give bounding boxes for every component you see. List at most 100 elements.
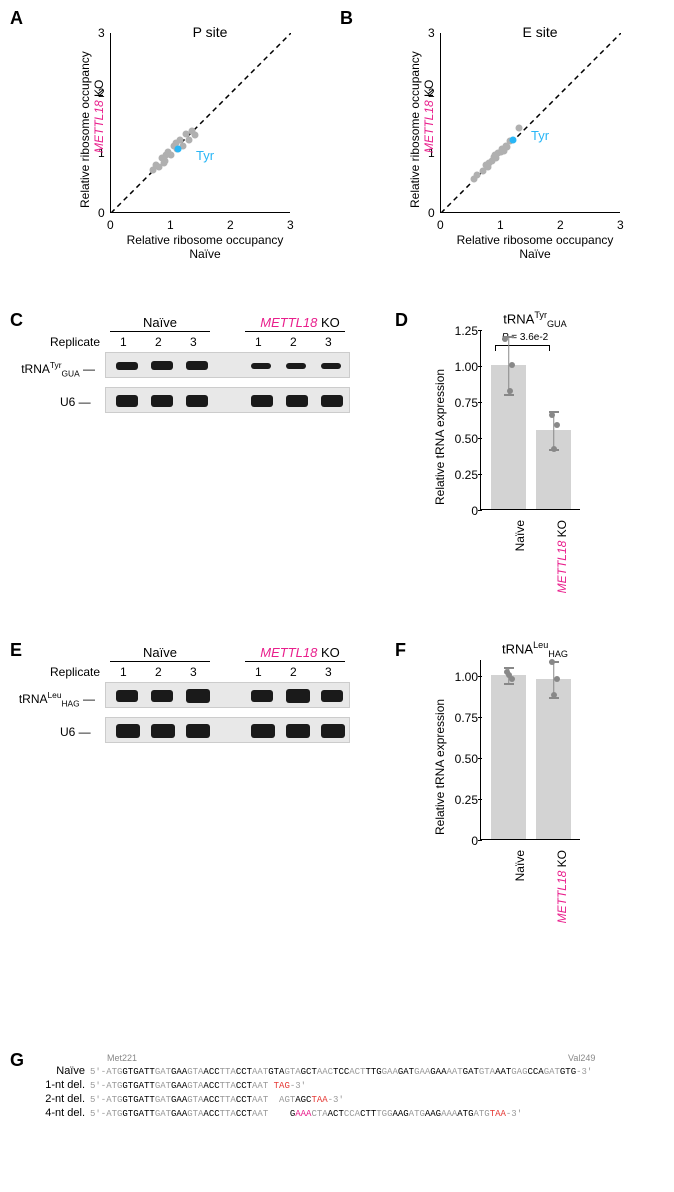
blot-strip — [105, 387, 350, 413]
blot-band — [251, 395, 273, 407]
panel-e-row1-label: tRNALeuHAG — — [10, 690, 95, 708]
panel-e-line2 — [245, 661, 345, 662]
rep-num: 2 — [155, 335, 162, 349]
x-tick: 0 — [437, 218, 444, 232]
x-tick: 1 — [167, 218, 174, 232]
panel-c-label: C — [10, 310, 23, 331]
x-tick: 1 — [497, 218, 504, 232]
bar-dot — [554, 676, 560, 682]
panel-c-line1 — [110, 331, 210, 332]
seq-marker-left: Met221 — [107, 1053, 137, 1063]
bar-dot — [551, 446, 557, 452]
blot-band — [186, 361, 208, 370]
panel-a-scatter: P site Tyr 0 1 2 3 0 1 2 3 Relative ribo… — [60, 18, 310, 268]
panel-b-tyr-label: Tyr — [531, 128, 549, 143]
panel-b-plot-area: Tyr — [440, 33, 620, 213]
panel-c-line2 — [245, 331, 345, 332]
rep-num: 3 — [190, 665, 197, 679]
bar-dot — [502, 336, 508, 342]
y-tick: 3 — [428, 26, 435, 40]
blot-band — [286, 395, 308, 407]
blot-band — [321, 690, 343, 702]
rep-num: 2 — [290, 335, 297, 349]
bar-label-naive: Naïve — [513, 850, 527, 910]
bar-ko — [536, 679, 571, 839]
panel-a-ylabel: Relative ribosome occupancy — [78, 51, 92, 208]
panel-d-label: D — [395, 310, 408, 331]
rep-num: 3 — [325, 335, 332, 349]
rep-num: 1 — [255, 335, 262, 349]
panel-a-ylabel2: METTL18 KO — [92, 80, 106, 153]
y-tick: 0 — [428, 206, 435, 220]
rep-num: 3 — [325, 665, 332, 679]
panel-g-sequences: Met221 Val249 Naïve5'-ATGGTGATTGATGAAGTA… — [30, 1055, 650, 1121]
rep-num: 1 — [120, 665, 127, 679]
bar-naive — [491, 675, 526, 839]
panel-b-label: B — [340, 8, 353, 29]
panel-g-label: G — [10, 1050, 24, 1071]
panel-e-header-ko: METTL18 KO — [240, 645, 360, 660]
error-cap — [504, 394, 514, 396]
blot-band — [116, 362, 138, 370]
blot-band — [151, 361, 173, 370]
blot-band — [116, 395, 138, 407]
panel-f-ylabel: Relative tRNA expression — [433, 699, 447, 835]
blot-band — [251, 724, 275, 738]
seq-marker-right: Val249 — [568, 1053, 595, 1063]
panel-c-row2-label: U6 — — [60, 395, 91, 409]
x-tick: 3 — [617, 218, 624, 232]
x-tick: 0 — [107, 218, 114, 232]
panel-d-plot-area — [480, 330, 580, 510]
bar-dot — [509, 362, 515, 368]
blot-band — [151, 395, 173, 407]
rep-num: 1 — [120, 335, 127, 349]
blot-band — [286, 363, 306, 369]
y-tick: 0 — [98, 206, 105, 220]
bar-label-ko: METTL18 KO — [555, 850, 569, 950]
panel-f-barchart: tRNALeuHAG 00.250.500.751.00 Relative tR… — [415, 640, 645, 930]
panel-a-tyr-label: Tyr — [196, 148, 214, 163]
panel-c-header-ko: METTL18 KO — [240, 315, 360, 330]
panel-b-ylabel: Relative ribosome occupancy — [408, 51, 422, 208]
panel-e-replicate-label: Replicate — [50, 665, 100, 679]
bar-dot — [551, 692, 557, 698]
blot-band — [286, 724, 310, 738]
bar-dot — [506, 672, 512, 678]
panel-a-xlabel: Relative ribosome occupancy Naïve — [115, 233, 295, 261]
panel-d-barchart: tRNATyrGUA P = 3.6e-2 00.250.500.751.001… — [415, 310, 645, 600]
blot-band — [186, 724, 210, 738]
blot-band — [321, 724, 345, 738]
bar-ko — [536, 430, 571, 509]
panel-c-header-naive: Naïve — [130, 315, 190, 330]
blot-strip — [105, 717, 350, 743]
blot-band — [321, 363, 341, 369]
panel-f-label: F — [395, 640, 406, 661]
bar-dot — [554, 422, 560, 428]
seq-rows: Naïve5'-ATGGTGATTGATGAAGTAACCTTACCTAATGT… — [30, 1065, 650, 1121]
rep-num: 2 — [290, 665, 297, 679]
blot-band — [116, 690, 138, 702]
rep-num: 3 — [190, 335, 197, 349]
blot-band — [321, 395, 343, 407]
panel-c-replicate-label: Replicate — [50, 335, 100, 349]
rep-num: 2 — [155, 665, 162, 679]
bar-naive — [491, 365, 526, 509]
blot-strip — [105, 352, 350, 378]
blot-band — [251, 690, 273, 702]
panel-b-xlabel: Relative ribosome occupancy Naïve — [445, 233, 625, 261]
panel-e-label: E — [10, 640, 22, 661]
panel-b-ylabel2: METTL18 KO — [422, 80, 436, 153]
bar-dot — [549, 659, 555, 665]
blot-band — [186, 395, 208, 407]
bar-label-naive: Naïve — [513, 520, 527, 580]
panel-a-label: A — [10, 8, 23, 29]
panel-a-plot-area: Tyr — [110, 33, 290, 213]
panel-d-title: tRNATyrGUA — [475, 310, 595, 329]
x-tick: 3 — [287, 218, 294, 232]
panel-c-row1-label: tRNATyrGUA — — [10, 360, 95, 378]
blot-band — [151, 724, 175, 738]
x-tick: 2 — [557, 218, 564, 232]
rep-num: 1 — [255, 665, 262, 679]
blot-band — [186, 689, 210, 703]
bar-label-ko: METTL18 KO — [555, 520, 569, 620]
